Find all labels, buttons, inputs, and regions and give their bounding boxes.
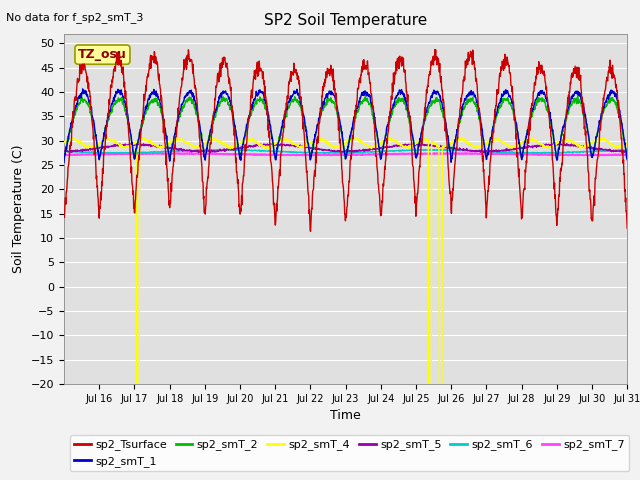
Text: TZ_osu: TZ_osu [78, 48, 127, 61]
Y-axis label: Soil Temperature (C): Soil Temperature (C) [12, 144, 25, 273]
Legend: sp2_Tsurface, sp2_smT_1, sp2_smT_2, sp2_smT_4, sp2_smT_5, sp2_smT_6, sp2_smT_7: sp2_Tsurface, sp2_smT_1, sp2_smT_2, sp2_… [70, 435, 629, 471]
X-axis label: Time: Time [330, 409, 361, 422]
Title: SP2 Soil Temperature: SP2 Soil Temperature [264, 13, 428, 28]
Text: No data for f_sp2_smT_3: No data for f_sp2_smT_3 [6, 12, 144, 23]
